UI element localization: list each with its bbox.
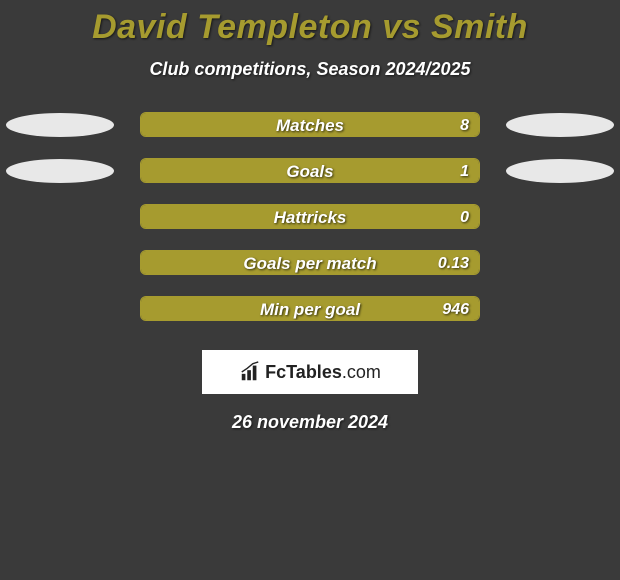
stat-bar: Matches 8 xyxy=(140,112,480,137)
stat-bar: Min per goal 946 xyxy=(140,296,480,321)
subtitle: Club competitions, Season 2024/2025 xyxy=(0,59,620,80)
brand-bold: FcTables xyxy=(265,362,342,382)
stat-bar: Goals 1 xyxy=(140,158,480,183)
stat-bar-fill xyxy=(141,159,479,182)
player-oval-right xyxy=(506,159,614,183)
comparison-chart: Matches 8 Goals 1 Hattricks 0 Goals per … xyxy=(0,112,620,342)
brand-text: FcTables.com xyxy=(265,362,381,383)
date-label: 26 november 2024 xyxy=(0,412,620,433)
player-oval-right xyxy=(506,113,614,137)
page-title: David Templeton vs Smith xyxy=(0,0,620,47)
player-oval-left xyxy=(6,113,114,137)
stat-bar-fill xyxy=(141,113,479,136)
stat-row: Matches 8 xyxy=(0,112,620,158)
chart-icon xyxy=(239,361,261,383)
brand-logo: FcTables.com xyxy=(202,350,418,394)
stat-bar-fill xyxy=(141,205,479,228)
stat-row: Goals per match 0.13 xyxy=(0,250,620,296)
stat-bar-fill xyxy=(141,251,479,274)
player-oval-left xyxy=(6,159,114,183)
stat-row: Min per goal 946 xyxy=(0,296,620,342)
stat-row: Hattricks 0 xyxy=(0,204,620,250)
stat-bar: Goals per match 0.13 xyxy=(140,250,480,275)
stat-bar: Hattricks 0 xyxy=(140,204,480,229)
brand-light: .com xyxy=(342,362,381,382)
stat-row: Goals 1 xyxy=(0,158,620,204)
stat-bar-fill xyxy=(141,297,479,320)
